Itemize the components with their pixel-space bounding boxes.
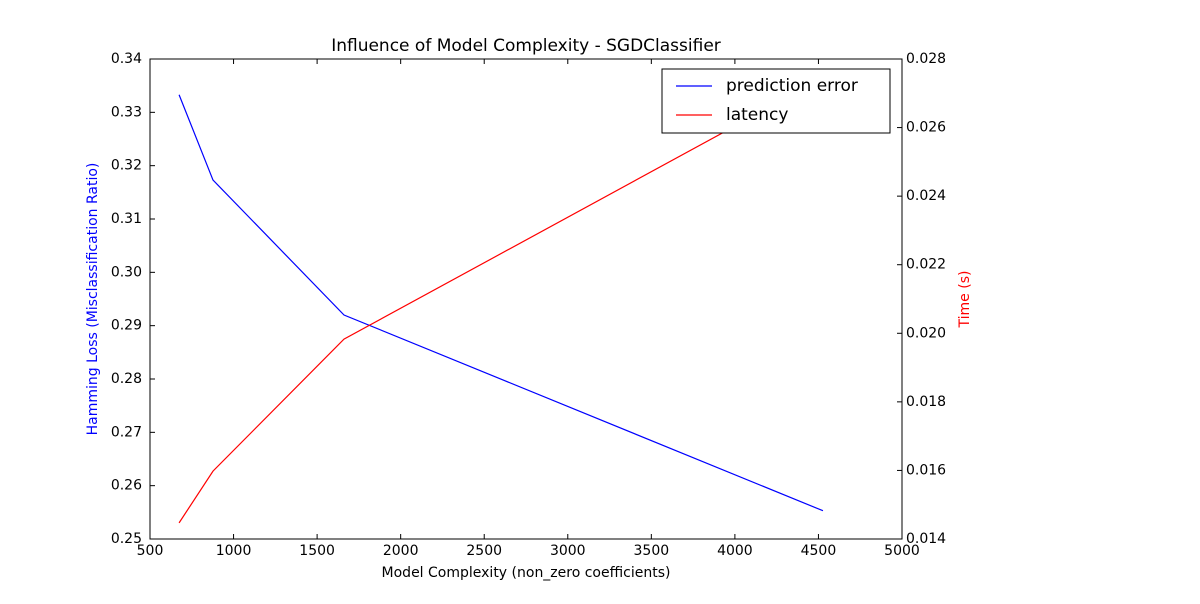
y-tick-label: 0.28: [111, 371, 142, 387]
y2-tick-label: 0.026: [906, 120, 946, 136]
y-axis-label: Hamming Loss (Misclassification Ratio): [85, 163, 101, 436]
legend-label: latency: [726, 105, 788, 125]
y-tick-label: 0.26: [111, 478, 142, 494]
y-tick-label: 0.25: [111, 531, 142, 547]
legend-label: prediction error: [726, 76, 858, 96]
y2-tick-label: 0.016: [906, 462, 946, 478]
y2-axis-label: Time (s): [957, 271, 973, 329]
series-line: [178, 77, 824, 524]
y2-tick-label: 0.018: [906, 394, 946, 410]
y-tick-label: 0.32: [111, 158, 142, 174]
legend-box: [661, 68, 891, 134]
series-line: [178, 94, 824, 512]
x-tick-label: 2000: [383, 543, 419, 559]
y-tick-label: 0.30: [111, 264, 142, 280]
y-tick-label: 0.31: [111, 211, 142, 227]
y-tick-label: 0.27: [111, 424, 142, 440]
y2-tick-label: 0.014: [906, 531, 946, 547]
x-tick-label: 3500: [634, 543, 670, 559]
x-tick-label: 3000: [550, 543, 586, 559]
y2-tick-label: 0.028: [906, 51, 946, 67]
y2-tick-label: 0.024: [906, 188, 946, 204]
x-tick-label: 4000: [717, 543, 753, 559]
plot-frame: [149, 58, 903, 540]
x-tick-label: 4500: [801, 543, 837, 559]
x-tick-label: 5000: [884, 543, 920, 559]
x-tick-label: 1500: [299, 543, 335, 559]
x-tick-label: 2500: [466, 543, 502, 559]
y-tick-label: 0.29: [111, 318, 142, 334]
y2-tick-label: 0.020: [906, 325, 946, 341]
chart-title: Influence of Model Complexity - SGDClass…: [331, 36, 721, 56]
y-tick-label: 0.33: [111, 104, 142, 120]
x-tick-label: 500: [137, 543, 164, 559]
x-axis-label: Model Complexity (non_zero coefficients): [382, 565, 671, 581]
y-tick-label: 0.34: [111, 51, 142, 67]
y2-tick-label: 0.022: [906, 257, 946, 273]
x-tick-label: 1000: [216, 543, 252, 559]
